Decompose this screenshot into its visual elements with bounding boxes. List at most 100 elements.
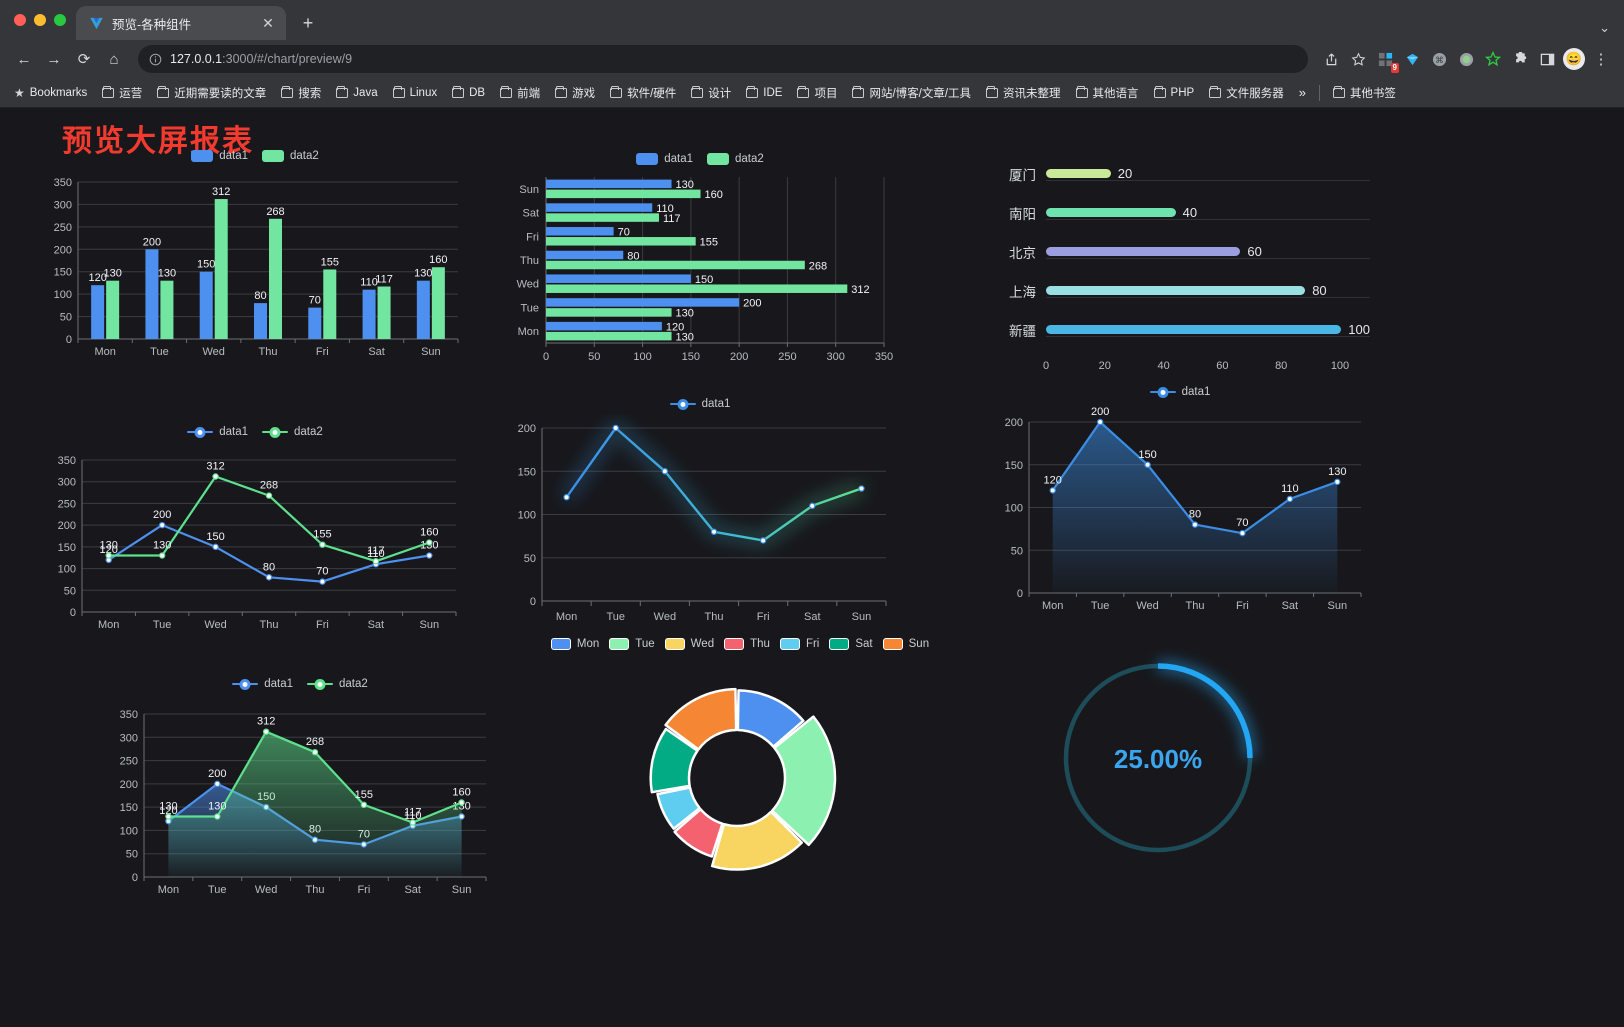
- page-title: 预览大屏报表: [62, 125, 254, 158]
- svg-text:120: 120: [159, 805, 177, 817]
- bookmark-folder[interactable]: 近期需要读的文章: [151, 82, 272, 104]
- progress-track: 60: [1046, 244, 1370, 259]
- tabstrip-right: ⌄: [1599, 20, 1624, 40]
- home-icon[interactable]: ⌂: [109, 50, 119, 68]
- bookmark-folder[interactable]: 搜索: [275, 82, 327, 104]
- bookmark-folder[interactable]: 软件/硬件: [604, 82, 682, 104]
- legend-item-sat[interactable]: Sat: [829, 638, 873, 650]
- maximize-window-button[interactable]: [54, 14, 66, 26]
- legend-item-data2[interactable]: data2: [262, 150, 319, 162]
- bookmark-folder[interactable]: 运营: [96, 82, 148, 104]
- sidebar-toggle-icon[interactable]: [1534, 46, 1560, 72]
- green-star-icon[interactable]: [1480, 46, 1506, 72]
- back-icon[interactable]: ←: [16, 50, 32, 68]
- legend-label: data1: [701, 398, 731, 410]
- other-bookmarks-folder[interactable]: 其他书签: [1327, 82, 1402, 104]
- svg-text:268: 268: [266, 206, 284, 218]
- legend-item-sun[interactable]: Sun: [882, 638, 929, 650]
- svg-text:130: 130: [414, 268, 432, 280]
- bookmark-folder[interactable]: 文件服务器: [1203, 82, 1290, 104]
- svg-text:Wed: Wed: [654, 611, 676, 623]
- legend-item-data1[interactable]: data1: [187, 426, 248, 438]
- legend-item-tue[interactable]: Tue: [609, 638, 655, 650]
- area-single-svg: 0 50 100 150 200 Mon Tue Wed Thu Fri Sat Sun 120 200 1…: [1005, 406, 1362, 612]
- green-circle-icon[interactable]: [1453, 46, 1479, 72]
- forward-icon[interactable]: →: [46, 50, 62, 68]
- bookmark-folder[interactable]: IDE: [740, 84, 788, 102]
- legend-item-data1[interactable]: data1: [232, 678, 293, 690]
- bookmark-star-icon[interactable]: [1345, 46, 1371, 72]
- svg-text:200: 200: [743, 298, 761, 310]
- puzzle-icon[interactable]: [1507, 46, 1533, 72]
- svg-text:80: 80: [1189, 509, 1201, 521]
- legend-item-wed[interactable]: Wed: [664, 638, 714, 650]
- new-tab-button[interactable]: +: [302, 12, 314, 33]
- command-circle-icon[interactable]: ⌘: [1426, 46, 1452, 72]
- bookmark-folder[interactable]: 前端: [494, 82, 546, 104]
- chevron-down-icon[interactable]: ⌄: [1599, 20, 1610, 35]
- bookmarks-root[interactable]: ★ Bookmarks: [8, 83, 93, 103]
- info-circle-icon[interactable]: [148, 52, 162, 66]
- legend-item-data2[interactable]: data2: [262, 426, 323, 438]
- svg-text:150: 150: [695, 274, 713, 286]
- diamond-icon[interactable]: [1399, 46, 1425, 72]
- svg-text:300: 300: [58, 477, 76, 489]
- svg-text:Sat: Sat: [368, 619, 385, 631]
- legend-item-data1[interactable]: data1: [636, 153, 693, 165]
- legend-item-mon[interactable]: Mon: [550, 638, 599, 650]
- svg-text:150: 150: [1138, 449, 1156, 461]
- legend-item-fri[interactable]: Fri: [779, 638, 819, 650]
- bookmarks-overflow-button[interactable]: »: [1298, 85, 1306, 100]
- legend-item-data1[interactable]: data1: [1149, 386, 1210, 398]
- reload-icon[interactable]: ⟳: [77, 51, 91, 68]
- legend-swatch: [882, 638, 903, 650]
- bookmark-label: 前端: [517, 87, 541, 100]
- bookmark-folder[interactable]: DB: [446, 84, 491, 102]
- svg-text:80: 80: [263, 561, 275, 573]
- progress-fill: [1046, 168, 1111, 178]
- svg-text:40: 40: [1157, 360, 1169, 372]
- legend-item-data1[interactable]: data1: [191, 150, 248, 162]
- svg-text:100: 100: [1005, 503, 1023, 515]
- svg-text:110: 110: [1281, 483, 1299, 495]
- legend-item-data1[interactable]: data1: [669, 398, 731, 410]
- svg-text:Tue: Tue: [208, 884, 227, 896]
- bookmark-folder[interactable]: 项目: [791, 82, 843, 104]
- bookmark-folder[interactable]: 其他语言: [1070, 82, 1145, 104]
- avatar[interactable]: 😄: [1561, 46, 1587, 72]
- svg-text:312: 312: [206, 461, 224, 473]
- browser-menu-icon[interactable]: ⋮: [1593, 51, 1609, 68]
- legend-item-thu[interactable]: Thu: [724, 638, 770, 650]
- share-icon[interactable]: [1318, 46, 1344, 72]
- address-bar[interactable]: 127.0.0.1:3000/#/chart/preview/9: [138, 45, 1308, 73]
- extension-grid-icon[interactable]: 9: [1372, 46, 1399, 73]
- svg-text:Fri: Fri: [357, 884, 370, 896]
- line-glow-svg: 0 50 100 150 200 Mon Tue Wed Thu Fri Sat Sun: [518, 422, 887, 623]
- legend-item-data2[interactable]: data2: [707, 153, 764, 165]
- bookmark-folder[interactable]: Java: [330, 84, 383, 102]
- svg-text:Thu: Thu: [705, 611, 724, 623]
- legend: data1 data2: [40, 426, 470, 438]
- legend-swatch: [664, 638, 685, 650]
- bookmark-folder[interactable]: 资讯未整理: [980, 82, 1067, 104]
- progress-track: 100: [1046, 322, 1370, 337]
- close-icon[interactable]: ✕: [262, 14, 274, 31]
- browser-tab[interactable]: 预览-各种组件 ✕: [76, 6, 286, 40]
- svg-text:150: 150: [518, 466, 536, 478]
- bookmark-folder[interactable]: Linux: [387, 84, 444, 102]
- close-window-button[interactable]: [14, 14, 26, 26]
- legend-item-data2[interactable]: data2: [307, 678, 368, 690]
- bookmark-folder[interactable]: 网站/博客/文章/工具: [846, 82, 977, 104]
- chart-bar-vertical: data1 data2 0 50 100 150 200 250 300 350 Mon 120 1…: [40, 150, 470, 380]
- bookmark-folder[interactable]: 游戏: [549, 82, 601, 104]
- svg-text:Sun: Sun: [452, 884, 472, 896]
- progress-label: 厦门: [1009, 167, 1036, 183]
- svg-text:130: 130: [100, 540, 118, 552]
- bookmark-folder[interactable]: PHP: [1148, 84, 1201, 102]
- bookmark-folder[interactable]: 设计: [685, 82, 737, 104]
- svg-text:150: 150: [54, 267, 72, 279]
- minimize-window-button[interactable]: [34, 14, 46, 26]
- folder-icon: [691, 85, 704, 98]
- svg-text:Mon: Mon: [98, 619, 119, 631]
